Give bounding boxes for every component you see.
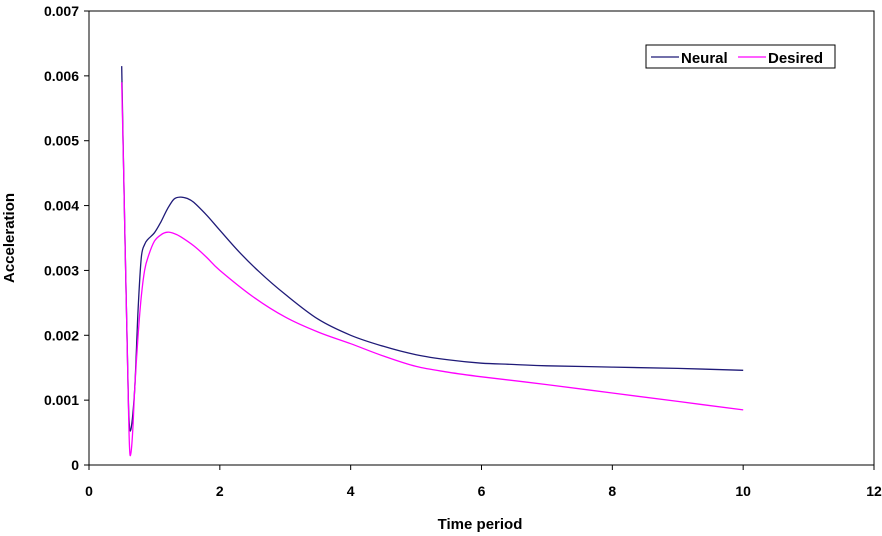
x-tick-label: 0 [85, 483, 93, 499]
y-tick-label: 0.006 [44, 68, 79, 84]
x-tick-label: 12 [866, 483, 882, 499]
y-tick-label: 0.003 [44, 262, 79, 278]
y-tick-label: 0.005 [44, 133, 79, 149]
x-tick-label: 10 [735, 483, 751, 499]
series-line-neural [121, 66, 744, 432]
x-axis-title: Time period [438, 516, 523, 533]
plot-area [88, 10, 875, 466]
x-tick-label: 4 [347, 483, 355, 499]
x-tick-label: 8 [608, 483, 616, 499]
y-tick-label: 0.002 [44, 327, 79, 343]
legend-label-neural: Neural [681, 50, 728, 67]
y-tick-label: 0 [71, 457, 79, 473]
y-axis: 0 0.001 0.002 0.003 0.004 0.005 0.006 0.007 [44, 3, 89, 473]
y-axis-title: Acceleration [1, 193, 18, 283]
y-tick-label: 0.007 [44, 3, 79, 19]
legend-label-desired: Desired [768, 50, 823, 67]
legend: Neural Desired [645, 44, 836, 69]
x-tick-label: 2 [216, 483, 224, 499]
x-tick-label: 6 [478, 483, 486, 499]
x-axis: 0 2 4 6 8 10 12 [85, 465, 882, 499]
y-tick-label: 0.001 [44, 392, 79, 408]
series-lines [121, 66, 744, 457]
y-tick-label: 0.004 [44, 198, 79, 214]
series-line-desired [121, 82, 744, 457]
